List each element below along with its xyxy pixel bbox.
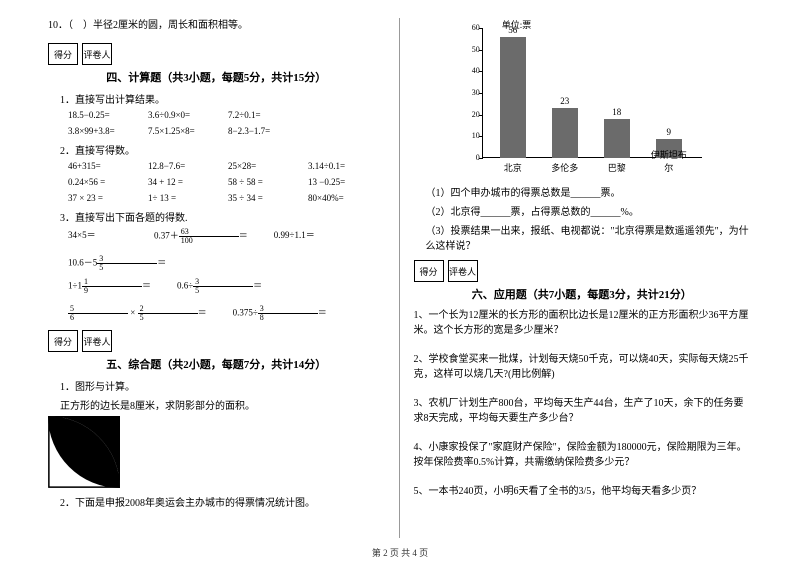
leaf-figure-icon: [48, 416, 120, 488]
y-tick: 0: [460, 153, 480, 162]
expr: 46+315=: [68, 161, 128, 171]
row4-1b: 3.8×99+3.8= 7.5×1.25×8= 8−2.3−1.7=: [68, 126, 385, 136]
expr: 1÷ 13 =: [148, 193, 208, 203]
expr: 80×40%=: [308, 193, 368, 203]
expr: 7.2÷0.1=: [228, 110, 288, 120]
expr: 18.5−0.25=: [68, 110, 128, 120]
expr: 0.375÷38＝: [233, 305, 327, 322]
q4-2: 2．直接写得数。: [60, 142, 385, 157]
category-label: 多伦多: [545, 161, 585, 174]
expr: 58 ÷ 58 =: [228, 177, 288, 187]
expr: 10.6－535＝: [68, 255, 166, 272]
expr: 25×28=: [228, 161, 288, 171]
q4-3: 3．直接写出下面各题的得数.: [60, 209, 385, 224]
bar: [604, 119, 630, 158]
score-row-4: 得分 评卷人: [48, 43, 385, 65]
q6-5: 5、一本书240页，小明6天看了全书的3/5，他平均每天看多少页？: [414, 484, 751, 499]
expr: 56 × 25＝: [68, 305, 207, 322]
page-footer: 第 2 页 共 4 页: [0, 546, 800, 559]
category-label: 伊斯坦布尔: [649, 148, 689, 174]
category-label: 巴黎: [597, 161, 637, 174]
q6-2: 2、学校食堂买来一批煤，计划每天烧50千克，可以烧40天，实际每天烧25千克，这…: [414, 352, 751, 382]
expr: 35 ÷ 34 =: [228, 193, 288, 203]
row4-3a: 34×5＝ 0.37＋63100＝ 0.99÷1.1＝ 10.6－535＝: [68, 228, 385, 272]
q5-1a: 1．图形与计算。: [60, 378, 385, 393]
expr: 3.6÷0.9×0=: [148, 110, 208, 120]
y-tick-mark: [479, 50, 483, 51]
fraction-icon: 35: [97, 255, 157, 272]
square-figure: [48, 416, 345, 488]
fraction-icon: 56: [68, 305, 128, 322]
q6-4: 4、小康家投保了"家庭财产保险"，保险金额为180000元，保险期限为三年。按年…: [414, 440, 751, 470]
row4-2a: 46+315= 12.8−7.6= 25×28= 3.14÷0.1=: [68, 161, 385, 171]
y-tick: 40: [460, 66, 480, 75]
q5-2: 2．下面是申报2008年奥运会主办城市的得票情况统计图。: [60, 494, 385, 509]
y-tick-mark: [479, 136, 483, 137]
y-tick-mark: [479, 28, 483, 29]
q6-1: 1、一个长为12厘米的长方形的面积比边长是12厘米的正方形面积少36平方厘米。这…: [414, 308, 751, 338]
score-box: 得分: [48, 330, 78, 352]
q10: 10．（ ）半径2厘米的圆，周长和面积相等。: [48, 18, 385, 33]
y-tick: 30: [460, 88, 480, 97]
bar: [552, 108, 578, 158]
expr: 34×5＝: [68, 228, 128, 245]
grader-box: 评卷人: [82, 330, 112, 352]
score-row-6: 得分 评卷人: [414, 260, 751, 282]
chart-q1: （1）四个申办城市的得票总数是______票。: [426, 184, 751, 199]
q5-1b: 正方形的边长是8厘米，求阴影部分的面积。: [60, 397, 385, 412]
y-tick: 10: [460, 131, 480, 140]
row4-3b: 1÷119＝ 0.6÷35＝ 56 × 25＝ 0.375÷38＝: [68, 278, 385, 322]
category-label: 北京: [493, 161, 533, 174]
expr: 3.14÷0.1=: [308, 161, 368, 171]
y-tick-mark: [479, 115, 483, 116]
y-tick: 60: [460, 23, 480, 32]
q6-3: 3、农机厂计划生产800台，平均每天生产44台，生产了10天，余下的任务要求8天…: [414, 396, 751, 426]
section-5-title: 五、综合题（共2小题，每题7分，共计14分）: [48, 356, 385, 372]
expr: 0.37＋63100＝: [154, 228, 248, 245]
expr: 0.99÷1.1＝: [274, 228, 334, 245]
row4-1a: 18.5−0.25= 3.6÷0.9×0= 7.2÷0.1=: [68, 110, 385, 120]
expr: 34 + 12 =: [148, 177, 208, 187]
y-tick: 50: [460, 45, 480, 54]
score-box: 得分: [48, 43, 78, 65]
bar-value-label: 18: [604, 107, 630, 117]
y-tick-mark: [479, 71, 483, 72]
fraction-icon: 63100: [179, 228, 239, 245]
section-4-title: 四、计算题（共3小题，每题5分，共计15分）: [48, 69, 385, 85]
vote-bar-chart: 单位:票 010203040506056北京23多伦多18巴黎9伊斯坦布尔: [452, 18, 712, 178]
bar-value-label: 9: [656, 127, 682, 137]
row4-2b: 0.24×56 = 34 + 12 = 58 ÷ 58 = 13 −0.25=: [68, 177, 385, 187]
expr: 3.8×99+3.8=: [68, 126, 128, 136]
chart-q2: （2）北京得______票，占得票总数的______%。: [426, 203, 751, 218]
expr: 0.6÷35＝: [177, 278, 262, 295]
row4-2c: 37 × 23 = 1÷ 13 = 35 ÷ 34 = 80×40%=: [68, 193, 385, 203]
expr: 12.8−7.6=: [148, 161, 208, 171]
expr: 8−2.3−1.7=: [228, 126, 288, 136]
left-column: 10．（ ）半径2厘米的圆，周长和面积相等。 得分 评卷人 四、计算题（共3小题…: [48, 18, 400, 538]
expr: 13 −0.25=: [308, 177, 368, 187]
section-6-title: 六、应用题（共7小题，每题3分，共计21分）: [414, 286, 751, 302]
fraction-icon: 25: [138, 305, 198, 322]
y-tick-mark: [479, 158, 483, 159]
score-row-5: 得分 评卷人: [48, 330, 385, 352]
fraction-icon: 38: [258, 305, 318, 322]
right-column: 单位:票 010203040506056北京23多伦多18巴黎9伊斯坦布尔 （1…: [400, 18, 761, 538]
fraction-icon: 19: [82, 278, 142, 295]
expr: 1÷119＝: [68, 278, 151, 295]
expr: 0.24×56 =: [68, 177, 128, 187]
chart-q3: （3）投票结果一出来，报纸、电视都说："北京得票是数遥遥领先"，为什么这样说？: [426, 222, 751, 252]
q4-1: 1．直接写出计算结果。: [60, 91, 385, 106]
y-tick: 20: [460, 110, 480, 119]
grader-box: 评卷人: [82, 43, 112, 65]
score-box: 得分: [414, 260, 444, 282]
bar-value-label: 23: [552, 96, 578, 106]
grader-box: 评卷人: [448, 260, 478, 282]
bar-value-label: 56: [500, 25, 526, 35]
y-tick-mark: [479, 93, 483, 94]
expr: 7.5×1.25×8=: [148, 126, 208, 136]
bar: [500, 37, 526, 158]
fraction-icon: 35: [193, 278, 253, 295]
expr: 37 × 23 =: [68, 193, 128, 203]
